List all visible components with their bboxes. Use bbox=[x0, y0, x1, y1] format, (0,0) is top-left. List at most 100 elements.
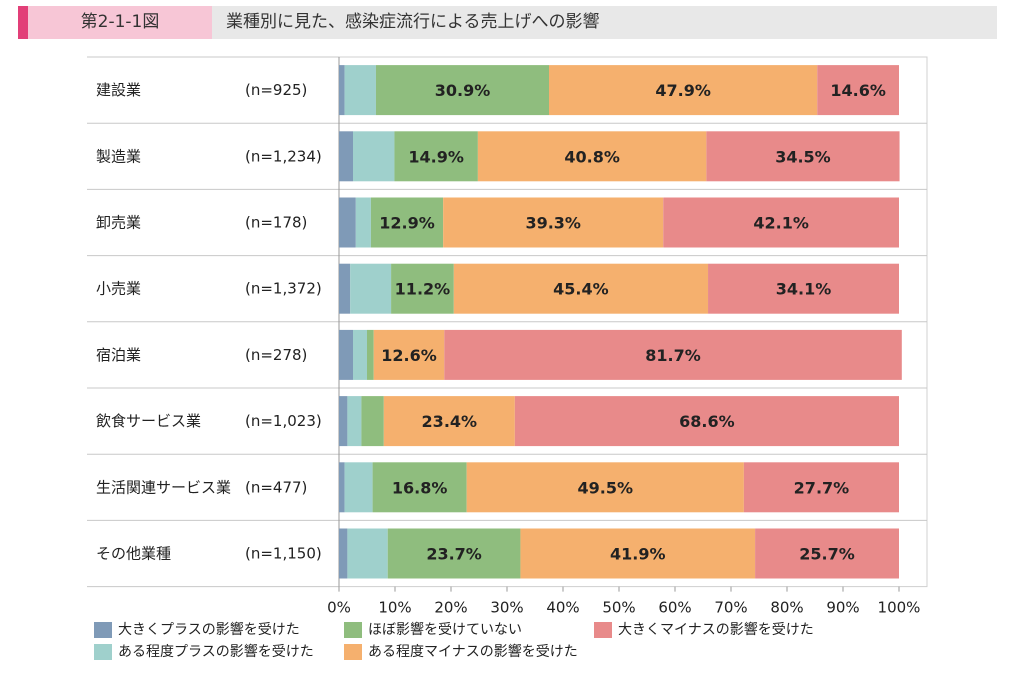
data-label: 30.9% bbox=[435, 81, 491, 100]
x-tick-label: 30% bbox=[490, 599, 523, 617]
data-label: 25.7% bbox=[799, 545, 855, 564]
bar-segment bbox=[706, 131, 900, 182]
bar-segment bbox=[514, 396, 899, 447]
legend-label: ある程度プラスの影響を受けた bbox=[118, 644, 314, 660]
data-label: 45.4% bbox=[553, 280, 609, 299]
bar-segment bbox=[339, 528, 348, 579]
data-label: 34.5% bbox=[775, 147, 831, 166]
bar-segment bbox=[339, 329, 353, 380]
title-bar: 第2-1-1図 業種別に見た、感染症流行による売上げへの影響 bbox=[18, 6, 997, 39]
chart-title: 業種別に見た、感染症流行による売上げへの影響 bbox=[212, 6, 997, 39]
x-tick-label: 80% bbox=[770, 599, 803, 617]
bar-segment bbox=[477, 131, 707, 182]
bar-segment bbox=[755, 528, 899, 579]
data-label: 39.3% bbox=[525, 214, 581, 233]
bar-segment bbox=[353, 329, 367, 380]
data-label: 23.4% bbox=[422, 412, 478, 431]
x-tick-label: 60% bbox=[658, 599, 691, 617]
bar-segment bbox=[347, 396, 362, 447]
bar-segment bbox=[817, 65, 899, 116]
x-tick-label: 40% bbox=[546, 599, 579, 617]
x-tick-label: 20% bbox=[434, 599, 467, 617]
sample-size-label: (n=1,372) bbox=[245, 280, 322, 298]
bar-segment bbox=[361, 396, 384, 447]
category-label: 飲食サービス業 bbox=[96, 412, 201, 430]
x-tick-label: 70% bbox=[714, 599, 747, 617]
bar-segment bbox=[350, 263, 392, 314]
bar-segment bbox=[663, 197, 899, 248]
legend-label: 大きくプラスの影響を受けた bbox=[118, 622, 300, 638]
bar-segment bbox=[375, 65, 549, 116]
category-label: 生活関連サービス業 bbox=[96, 478, 231, 496]
bar-segment bbox=[339, 263, 351, 314]
bar-segment bbox=[708, 263, 899, 314]
legend-swatch bbox=[344, 644, 362, 660]
legend-item: ある程度マイナスの影響を受けた bbox=[344, 642, 578, 662]
sample-size-label: (n=1,150) bbox=[245, 545, 322, 563]
data-label: 27.7% bbox=[794, 478, 850, 497]
bar-segment bbox=[347, 528, 388, 579]
figure-label: 第2-1-1図 bbox=[28, 6, 212, 39]
x-tick-label: 90% bbox=[826, 599, 859, 617]
category-label: 建設業 bbox=[96, 81, 141, 99]
data-label: 16.8% bbox=[392, 478, 448, 497]
legend-item: 大きくマイナスの影響を受けた bbox=[594, 620, 814, 640]
data-label: 11.2% bbox=[395, 280, 451, 299]
bar-segment bbox=[520, 528, 756, 579]
x-tick-label: 50% bbox=[602, 599, 635, 617]
data-label: 14.9% bbox=[408, 147, 464, 166]
category-label: 製造業 bbox=[96, 147, 141, 165]
bar-segment bbox=[344, 65, 376, 116]
data-label: 12.6% bbox=[381, 346, 437, 365]
category-label: 卸売業 bbox=[96, 214, 141, 232]
bar-segment bbox=[353, 131, 395, 182]
category-label: その他業種 bbox=[96, 545, 171, 563]
data-label: 49.5% bbox=[578, 478, 634, 497]
bar-segment bbox=[344, 462, 373, 513]
legend-item: ある程度プラスの影響を受けた bbox=[94, 642, 314, 662]
bar-segment bbox=[453, 263, 709, 314]
bar-segment bbox=[339, 197, 356, 248]
legend-item: ほぼ影響を受けていない bbox=[344, 620, 522, 640]
bar-segment bbox=[387, 528, 521, 579]
x-tick-label: 10% bbox=[378, 599, 411, 617]
data-label: 47.9% bbox=[655, 81, 711, 100]
legend-label: ほぼ影響を受けていない bbox=[368, 622, 522, 638]
bar-segment bbox=[394, 131, 478, 182]
title-accent bbox=[18, 6, 28, 39]
legend-label: ある程度マイナスの影響を受けた bbox=[368, 644, 578, 660]
data-label: 41.9% bbox=[610, 545, 666, 564]
data-label: 34.1% bbox=[776, 280, 832, 299]
bar-segment bbox=[373, 329, 445, 380]
data-label: 23.7% bbox=[426, 545, 482, 564]
stacked-bar-chart: 建設業 (n=925) 30.9% 47.9% 14.6% 製造業 (n=1,234) 14.… bbox=[87, 56, 928, 617]
data-label: 40.8% bbox=[564, 147, 620, 166]
legend-swatch bbox=[94, 644, 112, 660]
legend-swatch bbox=[94, 622, 112, 638]
bar-segment bbox=[339, 65, 345, 116]
bar-segment bbox=[339, 462, 345, 513]
category-label: 宿泊業 bbox=[96, 346, 141, 364]
data-label: 68.6% bbox=[679, 412, 735, 431]
bar-segment bbox=[370, 197, 444, 248]
bar-segment bbox=[372, 462, 467, 513]
bar-segment bbox=[355, 197, 371, 248]
legend-label: 大きくマイナスの影響を受けた bbox=[618, 622, 814, 638]
bar-segment bbox=[743, 462, 899, 513]
sample-size-label: (n=1,023) bbox=[245, 412, 322, 430]
bar-segment bbox=[466, 462, 744, 513]
bar-segment bbox=[339, 396, 348, 447]
category-label: 小売業 bbox=[96, 280, 141, 298]
bar-segment bbox=[391, 263, 454, 314]
x-tick-label: 100% bbox=[878, 599, 921, 617]
chart-legend: 大きくプラスの影響を受けた ある程度プラスの影響を受けた ほぼ影響を受けていないある… bbox=[94, 620, 994, 670]
bar-segment bbox=[549, 65, 818, 116]
legend-swatch bbox=[344, 622, 362, 638]
bar-segment bbox=[443, 197, 664, 248]
sample-size-label: (n=278) bbox=[245, 346, 307, 364]
sample-size-label: (n=477) bbox=[245, 478, 307, 496]
data-label: 42.1% bbox=[753, 214, 809, 233]
data-label: 14.6% bbox=[830, 81, 886, 100]
legend-swatch bbox=[594, 622, 612, 638]
bar-segment bbox=[339, 131, 353, 182]
